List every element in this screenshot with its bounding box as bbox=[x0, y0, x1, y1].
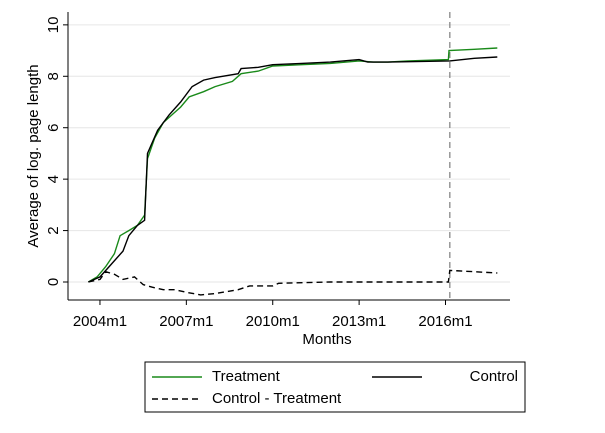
x-tick-label: 2016m1 bbox=[418, 313, 472, 330]
legend-label: Control - Treatment bbox=[212, 390, 342, 407]
legend-box bbox=[144, 361, 526, 413]
y-tick-label: 10 bbox=[45, 17, 62, 34]
x-tick-label: 2013m1 bbox=[332, 313, 386, 330]
y-tick-label: 2 bbox=[45, 226, 62, 234]
legend-label: Control bbox=[470, 368, 518, 385]
y-tick-label: 0 bbox=[45, 278, 62, 286]
x-tick-label: 2004m1 bbox=[73, 313, 127, 330]
x-tick-label: 2010m1 bbox=[246, 313, 300, 330]
x-axis-title: Months bbox=[302, 331, 351, 348]
y-axis-title: Average of log. page length bbox=[25, 64, 42, 247]
y-tick-label: 6 bbox=[45, 124, 62, 132]
x-tick-label: 2007m1 bbox=[159, 313, 213, 330]
line bbox=[88, 56, 498, 283]
line bbox=[88, 269, 498, 296]
y-tick-label: 8 bbox=[45, 72, 62, 80]
legend-label: Treatment bbox=[212, 368, 281, 385]
y-tick-label: 4 bbox=[45, 175, 62, 183]
